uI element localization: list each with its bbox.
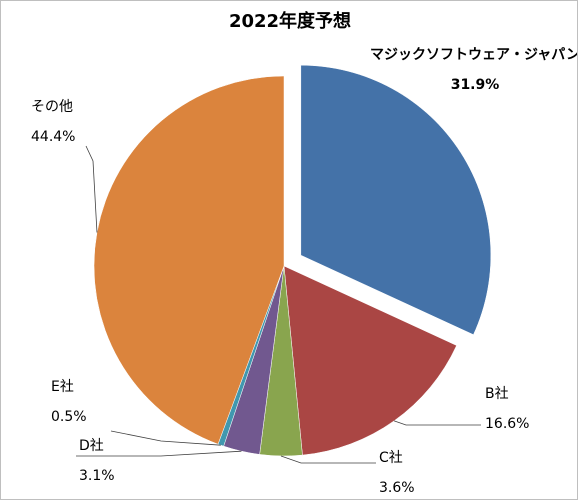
data-label-name-e: E社 [51, 379, 74, 395]
data-label-name-b: B社 [485, 386, 509, 402]
data-label-value-d: 3.1% [79, 468, 115, 484]
leader-line-c [280, 455, 376, 464]
leader-line-e [110, 430, 221, 446]
chart-title: 2022年度予想 [228, 11, 352, 32]
pie-slice-majicsoft [300, 64, 492, 336]
data-label-value-c: 3.6% [379, 480, 415, 496]
data-label-name-c: C社 [379, 450, 403, 466]
data-label-value-b: 16.6% [485, 416, 529, 432]
leader-line-d [76, 450, 242, 457]
data-label-value-majicsoft: 31.9% [451, 77, 500, 93]
pie-slice-b [283, 265, 457, 456]
leader-line-other [85, 145, 98, 233]
data-label-value-other: 44.4% [31, 129, 75, 145]
data-label-value-e: 0.5% [51, 409, 87, 425]
pie-slice-other [93, 75, 285, 445]
data-label-name-d: D社 [79, 438, 104, 454]
leader-line-b [393, 420, 481, 426]
data-label-name-other: その他 [31, 99, 73, 115]
data-label-name-majicsoft: マジックソフトウェア・ジャパン [370, 47, 578, 63]
